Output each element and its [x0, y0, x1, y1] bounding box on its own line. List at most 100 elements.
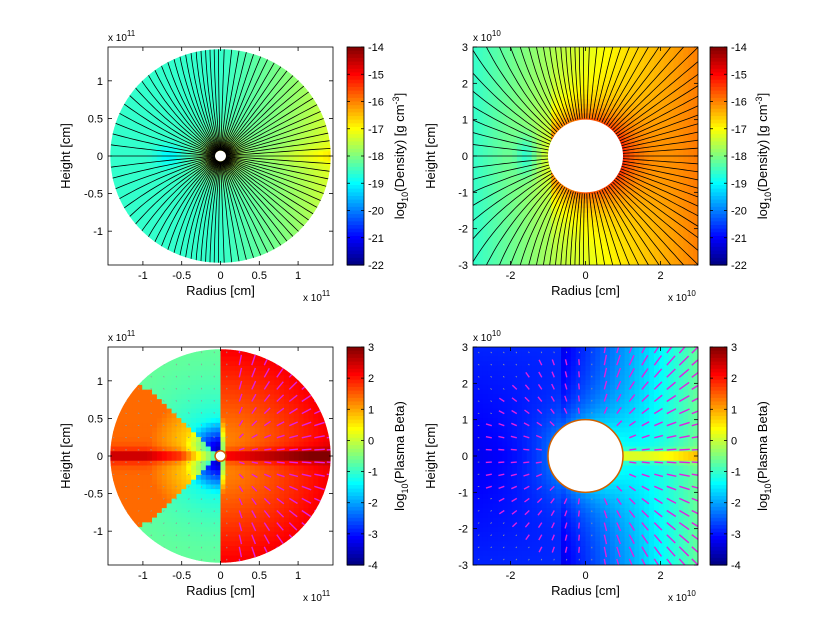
chart-panel-4: -2 0 2 -3 -2 -1 0 1 2 3 Radius [cm] Height [cm] x 10… — [423, 329, 773, 604]
x-tick-label: 0 — [217, 570, 223, 582]
colorbar-tick-label: -15 — [368, 69, 384, 81]
x-tick-label: -2 — [506, 570, 516, 582]
colorbar-tick-label: -3 — [731, 529, 741, 541]
y-tick-label: -1 — [93, 526, 103, 538]
colorbar-tick-label: 3 — [731, 342, 737, 354]
x-exponent: x 1011 — [303, 289, 331, 304]
colorbar-tick-label: 2 — [731, 373, 737, 385]
colorbar-tick-label: -18 — [731, 151, 747, 163]
y-tick-label: 3 — [462, 42, 468, 54]
y-tick-label: -3 — [458, 260, 468, 272]
x-tick-label: -0.5 — [172, 570, 191, 582]
colorbar-tick-label: -14 — [368, 42, 384, 54]
y-tick-label: -1 — [458, 487, 468, 499]
colorbar-box — [709, 346, 728, 566]
y-exponent: x 1010 — [473, 29, 501, 44]
colorbar-tick-label: -18 — [368, 151, 384, 163]
y-tick-label: 0 — [97, 451, 103, 463]
colorbar-tick-label: -2 — [731, 498, 741, 510]
colorbar-tick-label: 0 — [731, 435, 737, 447]
x-axis-label: Radius [cm] — [551, 283, 620, 298]
y-tick-label: 1 — [462, 115, 468, 127]
colorbar-tick-label: -2 — [368, 498, 378, 510]
colorbar: -14 -15 -16 -17 -18 -19 -20 -21 -22 log10(Density… — [346, 42, 410, 272]
y-tick-label: 0.5 — [88, 413, 103, 425]
y-axis-label: Height [cm] — [423, 123, 438, 189]
x-tick-label: 2 — [657, 570, 663, 582]
y-exponent: x 1011 — [108, 29, 136, 44]
field-lines — [473, 47, 698, 265]
y-tick-label: 2 — [462, 378, 468, 390]
colorbar-tick-label: -19 — [368, 178, 384, 190]
x-tick-label: 0.5 — [252, 570, 267, 582]
colorbar-tick-label: 3 — [368, 342, 374, 354]
y-tick-label: -2 — [458, 524, 468, 536]
x-tick-label: -0.5 — [172, 270, 191, 282]
colorbar-tick-label: 1 — [731, 404, 737, 416]
colorbar-tick-label: -17 — [368, 124, 384, 136]
x-tick-label: 0 — [582, 270, 588, 282]
y-tick-label: 0 — [462, 151, 468, 163]
x-tick-label: 0.5 — [252, 270, 267, 282]
y-exponent: x 1011 — [108, 329, 136, 344]
y-tick-label: -3 — [458, 560, 468, 572]
x-axis-label: Radius [cm] — [186, 283, 255, 298]
x-tick-label: -1 — [138, 270, 148, 282]
colorbar-tick-label: -22 — [368, 260, 384, 272]
x-tick-label: 1 — [295, 270, 301, 282]
star-hole — [214, 449, 227, 463]
colorbar-tick-label: -20 — [368, 206, 384, 218]
colorbar-tick-label: 1 — [368, 404, 374, 416]
colorbar-tick-label: -1 — [368, 467, 378, 479]
x-exponent: x 1010 — [668, 589, 696, 604]
x-tick-label: 2 — [657, 270, 663, 282]
colorbar-label: log10(Density) [g cm-3] — [391, 93, 410, 219]
colorbar-tick-label: -15 — [731, 69, 747, 81]
field-lines — [110, 49, 331, 263]
colorbar-tick-label: -20 — [731, 206, 747, 218]
y-axis-label: Height [cm] — [58, 123, 73, 189]
x-tick-label: 0 — [217, 270, 223, 282]
colorbar-tick-label: -16 — [731, 97, 747, 109]
colorbar-tick-label: -17 — [731, 124, 747, 136]
colorbar: -14 -15 -16 -17 -18 -19 -20 -21 -22 log10(Density… — [709, 42, 773, 272]
y-tick-label: -0.5 — [84, 189, 103, 201]
colorbar-tick-label: -1 — [731, 467, 741, 479]
colorbar-tick-label: -21 — [731, 233, 747, 245]
y-tick-label: 1 — [97, 376, 103, 388]
y-tick-label: 1 — [462, 415, 468, 427]
chart-panel-1: -1 -0.5 0 0.5 1 -1 -0.5 0 0.5 1 Radius [cm] Height … — [58, 29, 410, 304]
velocity-vectors — [477, 347, 698, 565]
colorbar-tick-label: 2 — [368, 373, 374, 385]
colorbar-label: log10(Plasma Beta) — [755, 401, 773, 511]
y-tick-label: -1 — [93, 226, 103, 238]
colorbar-label: log10(Density) [g cm-3] — [754, 93, 773, 219]
y-tick-label: -0.5 — [84, 489, 103, 501]
colorbar-tick-label: -22 — [731, 260, 747, 272]
x-axis-label: Radius [cm] — [551, 583, 620, 598]
x-tick-label: -1 — [138, 570, 148, 582]
colorbar-tick-label: -4 — [368, 560, 378, 572]
colorbar: 3 2 1 0 -1 -2 -3 -4 log10(Plasma Beta) — [346, 342, 410, 572]
colorbar-box — [346, 346, 365, 566]
x-exponent: x 1010 — [668, 289, 696, 304]
colorbar-tick-label: -21 — [368, 233, 384, 245]
star-hole — [548, 119, 623, 193]
colorbar-tick-label: -16 — [368, 97, 384, 109]
y-tick-label: 3 — [462, 342, 468, 354]
y-axis-label: Height [cm] — [58, 423, 73, 489]
star-hole — [547, 418, 624, 494]
colorbar-tick-label: -4 — [731, 560, 741, 572]
y-tick-label: 0 — [462, 451, 468, 463]
x-tick-label: 0 — [582, 570, 588, 582]
y-axis-label: Height [cm] — [423, 423, 438, 489]
colorbar-tick-label: -19 — [731, 178, 747, 190]
x-tick-label: -2 — [506, 270, 516, 282]
colorbar-tick-label: 0 — [368, 435, 374, 447]
y-exponent: x 1010 — [473, 329, 501, 344]
y-tick-label: -2 — [458, 224, 468, 236]
colorbar-tick-label: -14 — [731, 42, 747, 54]
colorbar: 3 2 1 0 -1 -2 -3 -4 log10(Plasma Beta) — [709, 342, 773, 572]
